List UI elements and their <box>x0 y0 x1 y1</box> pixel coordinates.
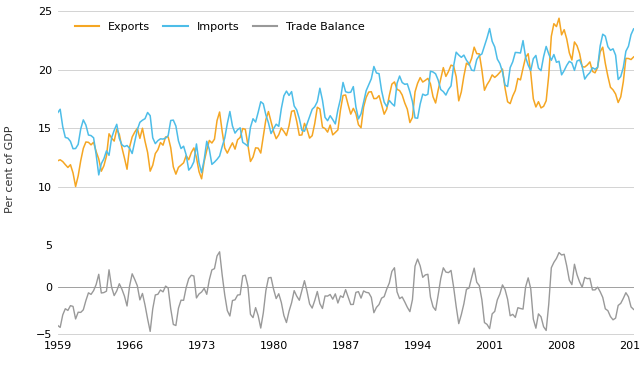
Imports <box>95 173 102 177</box>
Imports <box>522 55 529 59</box>
Imports <box>216 154 223 158</box>
Exports <box>175 165 182 170</box>
Imports <box>458 55 465 59</box>
Exports <box>537 106 545 110</box>
Exports <box>458 89 465 94</box>
Imports <box>54 111 61 115</box>
Exports <box>519 66 527 70</box>
Imports <box>486 26 493 31</box>
Exports <box>555 16 563 20</box>
Legend: Exports, Imports, Trade Balance: Exports, Imports, Trade Balance <box>75 21 365 32</box>
Text: Per cent of GDP: Per cent of GDP <box>4 126 15 213</box>
Line: Imports: Imports <box>58 29 634 175</box>
Exports <box>514 76 522 81</box>
Imports <box>540 55 547 59</box>
Exports <box>216 110 223 114</box>
Imports <box>516 51 524 55</box>
Imports <box>175 139 182 143</box>
Exports <box>54 159 61 163</box>
Line: Exports: Exports <box>58 18 634 186</box>
Imports <box>630 27 637 31</box>
Exports <box>72 184 79 189</box>
Exports <box>630 55 637 59</box>
